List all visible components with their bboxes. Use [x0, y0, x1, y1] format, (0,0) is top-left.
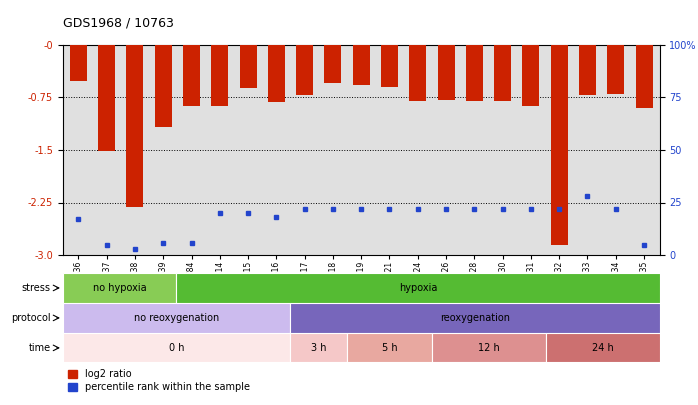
Bar: [325, 45, 341, 83]
Bar: [290, 333, 347, 362]
Bar: [211, 45, 228, 107]
Bar: [183, 45, 200, 107]
Bar: [239, 45, 257, 88]
Text: 24 h: 24 h: [592, 343, 614, 353]
Bar: [70, 45, 87, 81]
Bar: [352, 45, 370, 85]
Bar: [63, 273, 177, 303]
Bar: [636, 45, 653, 108]
Text: 0 h: 0 h: [169, 343, 184, 353]
Bar: [522, 45, 540, 107]
Legend: log2 ratio, percentile rank within the sample: log2 ratio, percentile rank within the s…: [68, 369, 250, 392]
Bar: [409, 45, 426, 101]
Text: protocol: protocol: [11, 313, 51, 323]
Bar: [126, 45, 143, 207]
Bar: [546, 333, 660, 362]
Bar: [63, 303, 290, 333]
Bar: [579, 45, 596, 95]
Bar: [438, 45, 454, 100]
Bar: [177, 273, 660, 303]
Bar: [63, 333, 290, 362]
Bar: [155, 45, 172, 128]
Bar: [432, 333, 546, 362]
Text: 12 h: 12 h: [478, 343, 500, 353]
Text: no hypoxia: no hypoxia: [93, 283, 147, 293]
Bar: [607, 45, 624, 94]
Bar: [551, 45, 567, 245]
Text: no reoxygenation: no reoxygenation: [134, 313, 219, 323]
Text: reoxygenation: reoxygenation: [440, 313, 510, 323]
Bar: [290, 303, 660, 333]
Bar: [466, 45, 483, 101]
Text: 5 h: 5 h: [382, 343, 397, 353]
Text: stress: stress: [22, 283, 51, 293]
Bar: [98, 45, 115, 151]
Bar: [296, 45, 313, 95]
Bar: [347, 333, 432, 362]
Bar: [494, 45, 511, 101]
Text: hypoxia: hypoxia: [399, 283, 437, 293]
Text: 3 h: 3 h: [311, 343, 327, 353]
Bar: [268, 45, 285, 102]
Bar: [381, 45, 398, 87]
Text: time: time: [29, 343, 51, 353]
Text: GDS1968 / 10763: GDS1968 / 10763: [63, 16, 174, 29]
